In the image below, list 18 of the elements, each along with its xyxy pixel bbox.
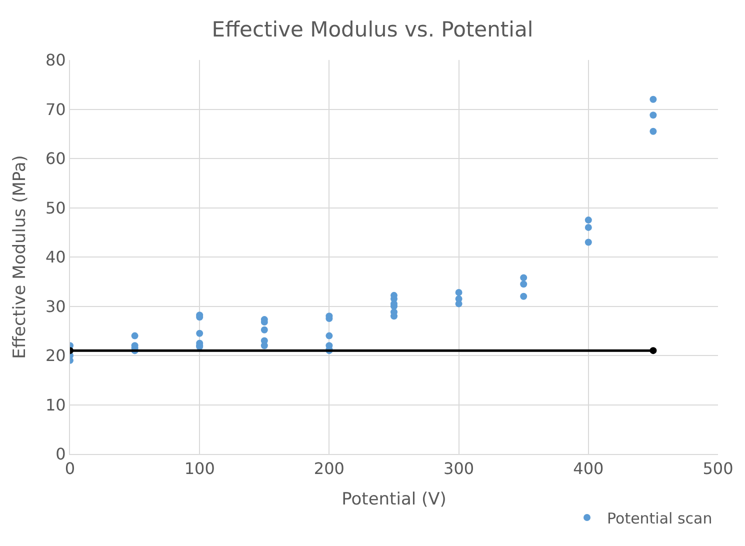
legend-label: Potential scan xyxy=(607,509,712,528)
y-tick-label: 30 xyxy=(45,296,66,316)
y-tick-label: 60 xyxy=(45,149,66,168)
y-tick-label: 10 xyxy=(45,395,66,414)
x-tick-label: 300 xyxy=(444,459,474,478)
x-tick-label: 100 xyxy=(184,459,215,478)
x-tick-label: 200 xyxy=(314,459,344,478)
y-tick-label: 70 xyxy=(45,100,66,119)
chart-title: Effective Modulus vs. Potential xyxy=(212,18,534,42)
y-tick-label: 80 xyxy=(45,50,66,70)
y-tick-label: 40 xyxy=(45,248,66,267)
y-tick-label: 50 xyxy=(45,198,66,218)
x-tick-label: 500 xyxy=(702,459,734,478)
y-tick-label: 0 xyxy=(56,444,66,464)
x-tick-label: 400 xyxy=(573,459,604,478)
y-axis-title: Effective Modulus (MPa) xyxy=(10,155,30,359)
y-tick-label: 20 xyxy=(45,346,66,366)
x-axis-title: Potential (V) xyxy=(342,490,446,510)
